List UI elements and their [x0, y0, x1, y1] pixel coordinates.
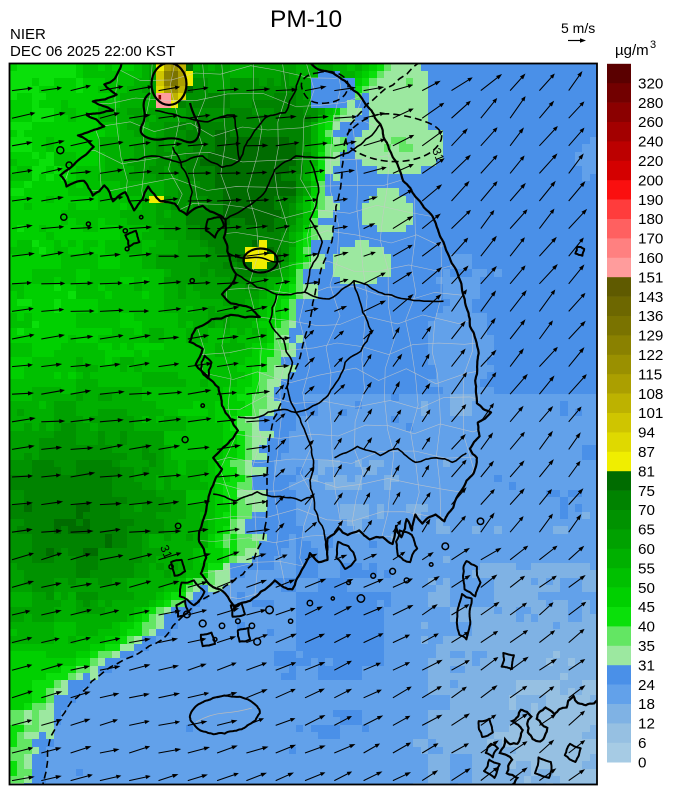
- svg-text:129: 129: [638, 328, 663, 345]
- svg-text:24: 24: [638, 677, 655, 694]
- svg-text:151: 151: [638, 269, 663, 286]
- svg-text:101: 101: [638, 405, 663, 422]
- svg-text:31: 31: [638, 657, 655, 674]
- svg-text:55: 55: [638, 560, 655, 577]
- svg-text:0: 0: [638, 754, 646, 771]
- svg-text:65: 65: [638, 522, 655, 539]
- svg-text:18: 18: [638, 696, 655, 713]
- svg-text:60: 60: [638, 541, 655, 558]
- svg-text:180: 180: [638, 211, 663, 228]
- svg-text:5 m/s: 5 m/s: [561, 20, 595, 36]
- svg-text:240: 240: [638, 134, 663, 151]
- svg-text:160: 160: [638, 250, 663, 267]
- svg-text:35: 35: [638, 638, 655, 655]
- svg-text:50: 50: [638, 580, 655, 597]
- svg-text:NIER: NIER: [10, 26, 46, 43]
- svg-text:3: 3: [650, 39, 656, 51]
- svg-text:12: 12: [638, 716, 655, 733]
- svg-text:PM-10: PM-10: [270, 6, 342, 33]
- svg-text:75: 75: [638, 483, 655, 500]
- svg-text:190: 190: [638, 192, 663, 209]
- svg-text:220: 220: [638, 153, 663, 170]
- svg-text:143: 143: [638, 289, 663, 306]
- svg-text:6: 6: [638, 735, 646, 752]
- svg-text:81: 81: [638, 463, 655, 480]
- svg-text:DEC 06 2025 22:00 KST: DEC 06 2025 22:00 KST: [10, 43, 175, 60]
- svg-text:280: 280: [638, 95, 663, 112]
- svg-text:136: 136: [638, 308, 663, 325]
- svg-text:122: 122: [638, 347, 663, 364]
- svg-text:70: 70: [638, 502, 655, 519]
- svg-text:320: 320: [638, 75, 663, 92]
- svg-text:115: 115: [638, 366, 662, 383]
- svg-text:45: 45: [638, 599, 655, 616]
- svg-text:µg/m: µg/m: [615, 42, 649, 59]
- svg-text:170: 170: [638, 231, 663, 248]
- svg-text:87: 87: [638, 444, 655, 461]
- svg-text:200: 200: [638, 172, 663, 189]
- svg-text:260: 260: [638, 114, 663, 131]
- svg-text:108: 108: [638, 386, 663, 403]
- svg-text:40: 40: [638, 619, 655, 636]
- svg-text:94: 94: [638, 425, 655, 442]
